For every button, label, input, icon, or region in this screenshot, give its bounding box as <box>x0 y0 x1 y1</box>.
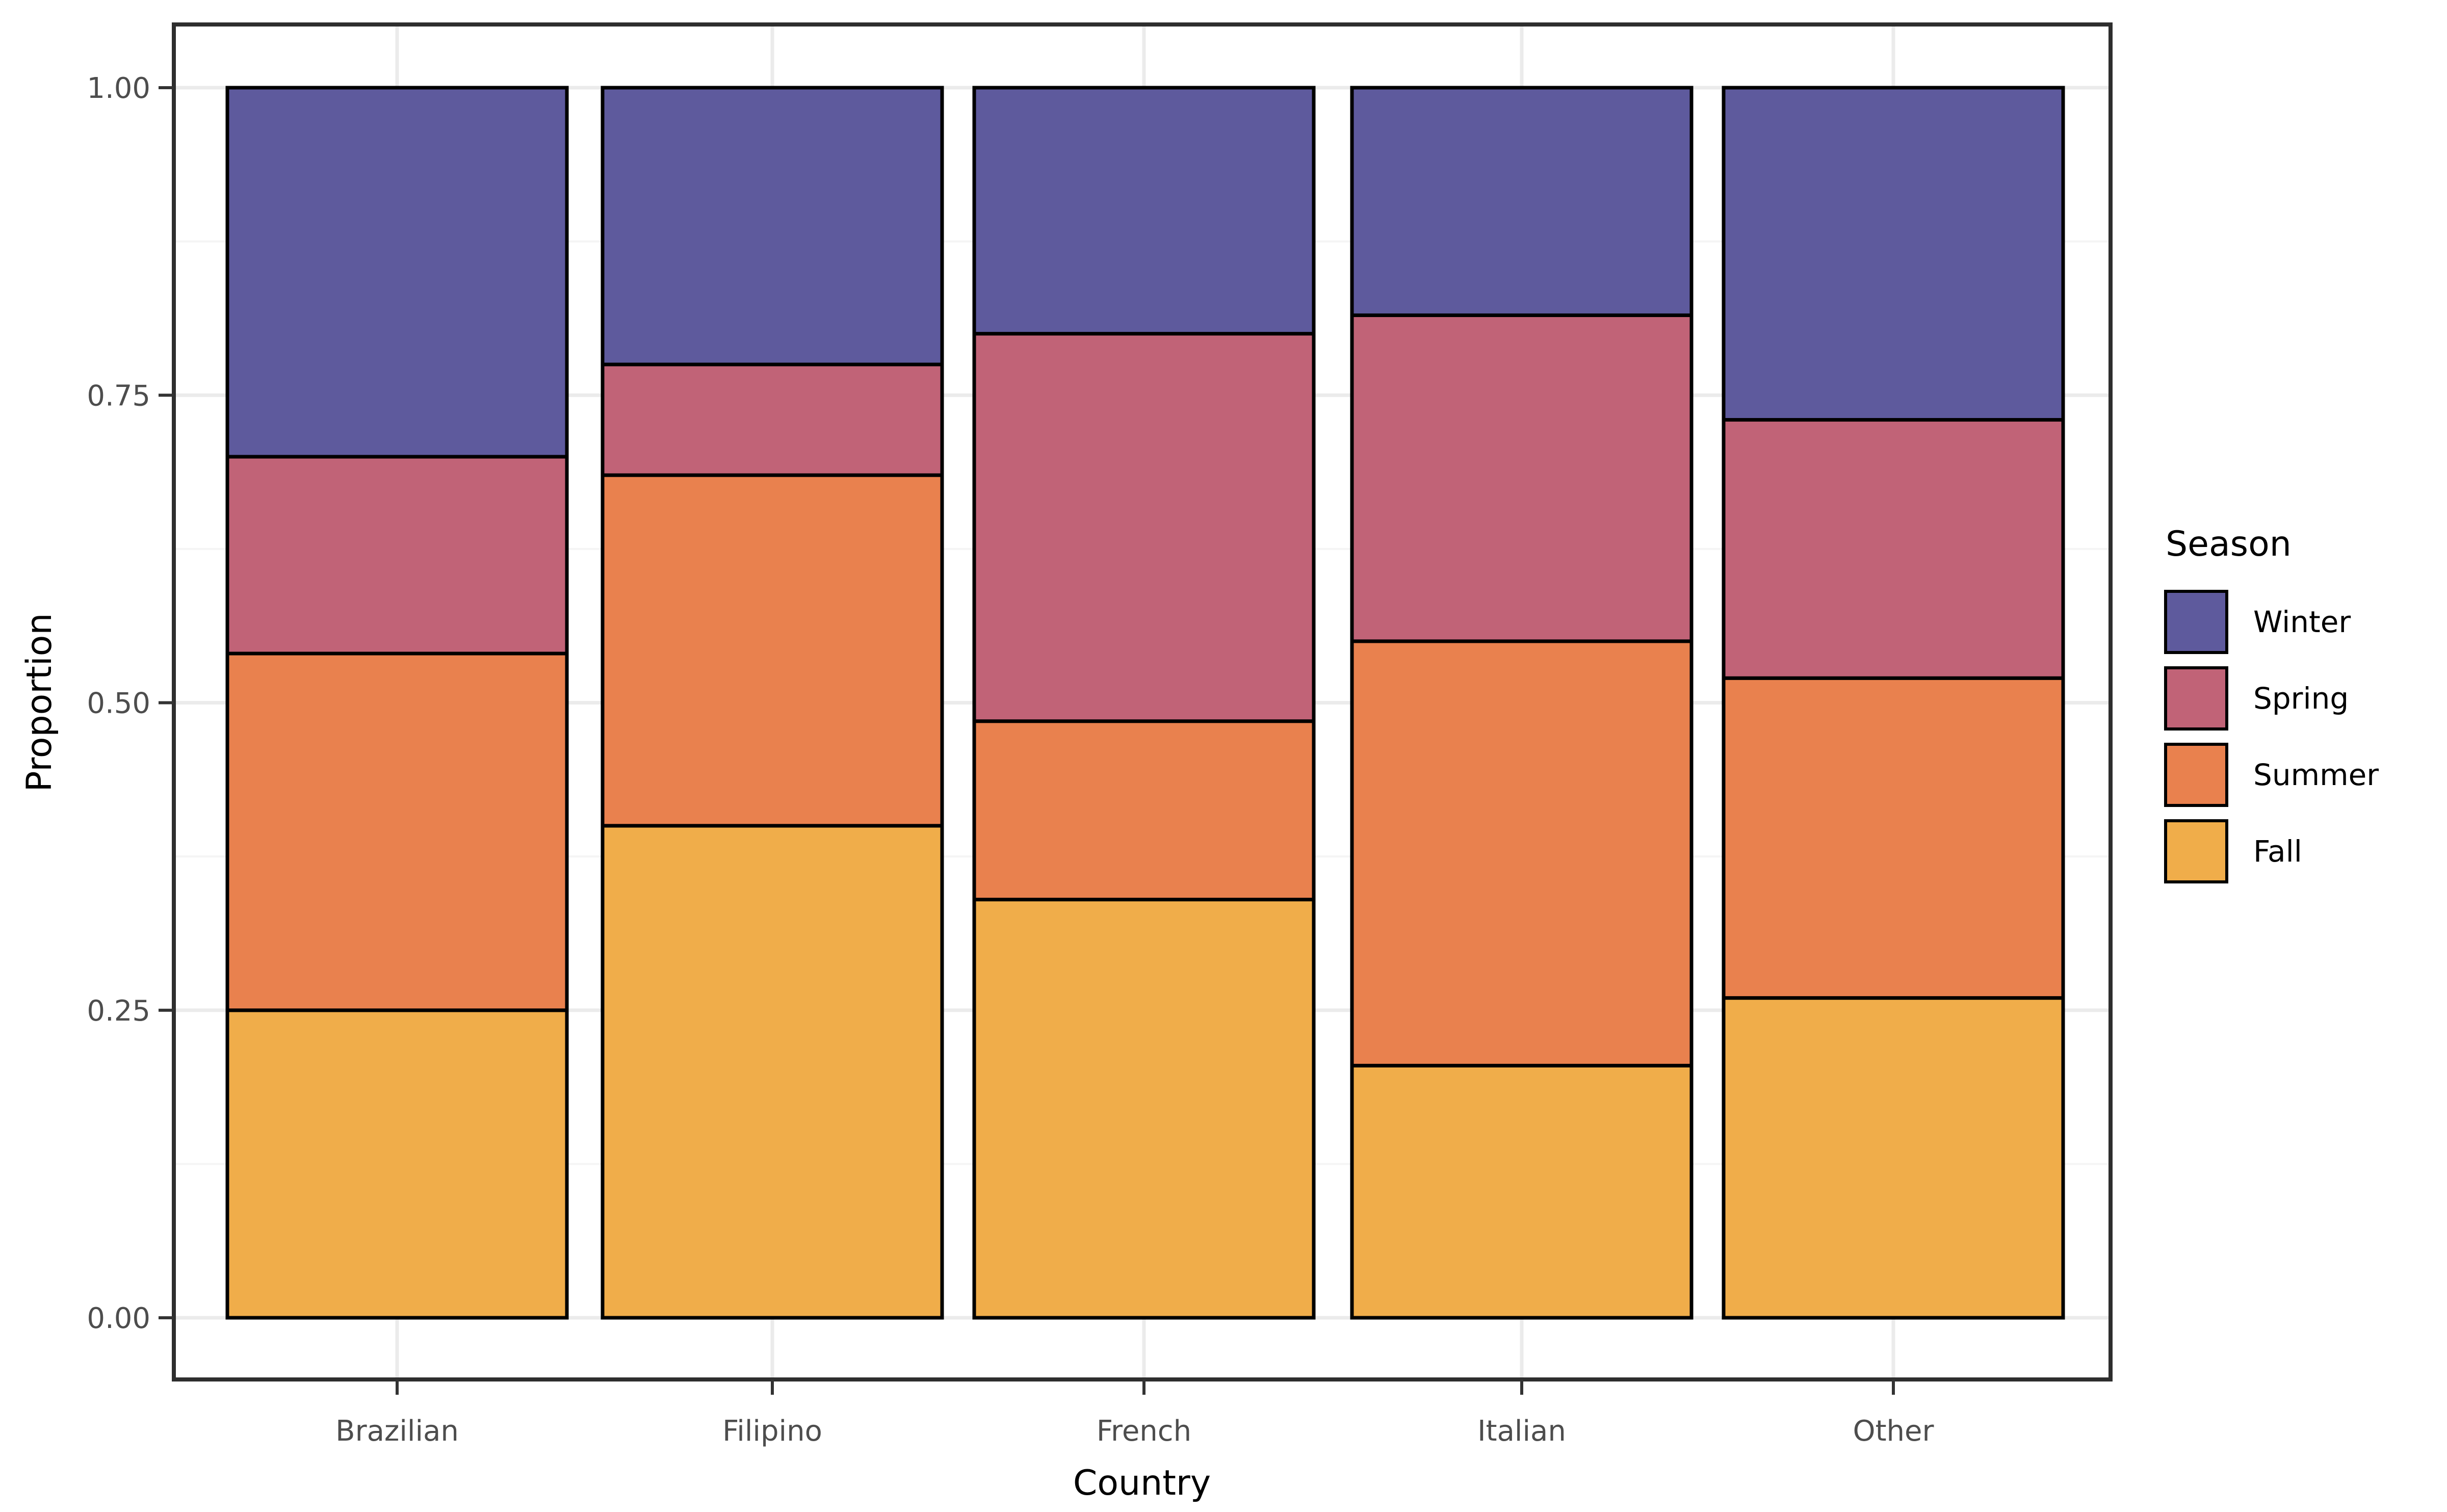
y-axis-title: Proportion <box>19 613 60 792</box>
x-axis-title: Country <box>1073 1463 1211 1503</box>
x-tick-label: Filipino <box>722 1415 822 1448</box>
bar-segment-filipino-fall <box>601 824 944 1320</box>
bar-segment-other-spring <box>1722 418 2065 680</box>
bar-segment-other-summer <box>1722 676 2065 1000</box>
bar-segment-italian-fall <box>1350 1063 1694 1320</box>
bar-segment-italian-spring <box>1350 313 1694 643</box>
legend-key-spring <box>2164 666 2228 731</box>
legend-label-summer: Summer <box>2253 758 2379 792</box>
legend-label-winter: Winter <box>2253 605 2351 639</box>
bar-segment-brazilian-summer <box>225 651 569 1012</box>
legend: Winter Spring Summer Fall <box>2164 590 2379 883</box>
legend-key-fall <box>2164 819 2228 883</box>
legend-key-winter <box>2164 590 2228 654</box>
bar-segment-other-fall <box>1722 996 2065 1320</box>
axis-tick-layer: 0.00 0.25 0.50 0.75 1.00 Brazilian Filipino Fre… <box>87 72 1934 1448</box>
legend-key-summer <box>2164 743 2228 807</box>
y-tick-label: 0.50 <box>87 687 150 720</box>
x-tick-label: Brazilian <box>335 1415 459 1448</box>
bar-segment-french-spring <box>972 332 1316 723</box>
bar-segment-filipino-summer <box>601 473 944 828</box>
bar-segment-filipino-spring <box>601 362 944 477</box>
bar-layer <box>225 86 2065 1320</box>
legend-label-fall: Fall <box>2253 834 2302 869</box>
bar-segment-french-fall <box>972 898 1316 1320</box>
bar-segment-brazilian-winter <box>225 86 569 459</box>
y-tick-label: 0.00 <box>87 1302 150 1335</box>
bar-segment-brazilian-fall <box>225 1008 569 1320</box>
bar-segment-filipino-winter <box>601 86 944 367</box>
bar-segment-french-summer <box>972 719 1316 902</box>
legend-label-spring: Spring <box>2253 681 2349 716</box>
bar-segment-french-winter <box>972 86 1316 336</box>
legend-title: Season <box>2166 524 2292 564</box>
bar-segment-italian-winter <box>1350 86 1694 317</box>
x-tick-label: French <box>1097 1415 1191 1448</box>
x-tick-label: Italian <box>1477 1415 1566 1448</box>
x-tick-label: Other <box>1853 1415 1934 1448</box>
y-tick-label: 1.00 <box>87 72 150 105</box>
y-tick-label: 0.75 <box>87 379 150 412</box>
y-tick-label: 0.25 <box>87 995 150 1028</box>
bar-segment-other-winter <box>1722 86 2065 422</box>
bar-segment-italian-summer <box>1350 639 1694 1067</box>
bar-segment-brazilian-spring <box>225 455 569 656</box>
